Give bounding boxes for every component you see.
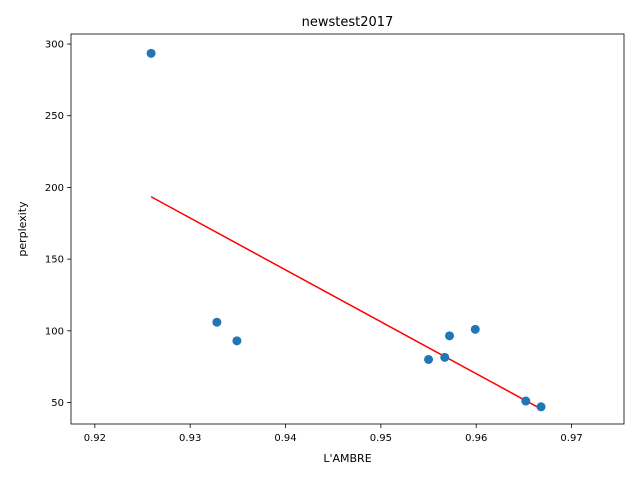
scatter-point bbox=[232, 336, 242, 346]
chart-title: newstest2017 bbox=[302, 15, 394, 30]
y-tick-label: 150 bbox=[45, 255, 64, 266]
x-tick-label: 0.97 bbox=[560, 433, 582, 444]
y-tick-label: 100 bbox=[45, 326, 64, 337]
plot-area: 0.92 0.93 0.94 0.95 0.96 0.97 50 100 150 200 250 30… bbox=[45, 33, 625, 444]
y-axis-label: perplexity bbox=[16, 201, 29, 257]
y-tick-label: 250 bbox=[45, 111, 64, 122]
x-tick-label: 0.94 bbox=[274, 433, 296, 444]
axes-frame bbox=[70, 33, 625, 425]
y-tick-label: 200 bbox=[45, 183, 64, 194]
scatter-point bbox=[212, 317, 222, 327]
scatter-point bbox=[445, 331, 455, 341]
x-tick-label: 0.93 bbox=[179, 433, 201, 444]
fit-line bbox=[150, 196, 542, 410]
scatter-point bbox=[521, 396, 531, 406]
y-tick-label: 50 bbox=[51, 398, 64, 409]
scatter-point bbox=[440, 352, 450, 362]
y-tick-label: 300 bbox=[45, 40, 64, 51]
x-tick-label: 0.92 bbox=[84, 433, 106, 444]
scatter-point bbox=[146, 48, 156, 58]
x-tick-label: 0.96 bbox=[465, 433, 487, 444]
x-tick-label: 0.95 bbox=[370, 433, 392, 444]
scatter-point bbox=[470, 324, 480, 334]
scatter-point bbox=[424, 354, 434, 364]
scatter-point bbox=[536, 402, 546, 412]
x-axis-label: L'AMBRE bbox=[323, 452, 371, 465]
